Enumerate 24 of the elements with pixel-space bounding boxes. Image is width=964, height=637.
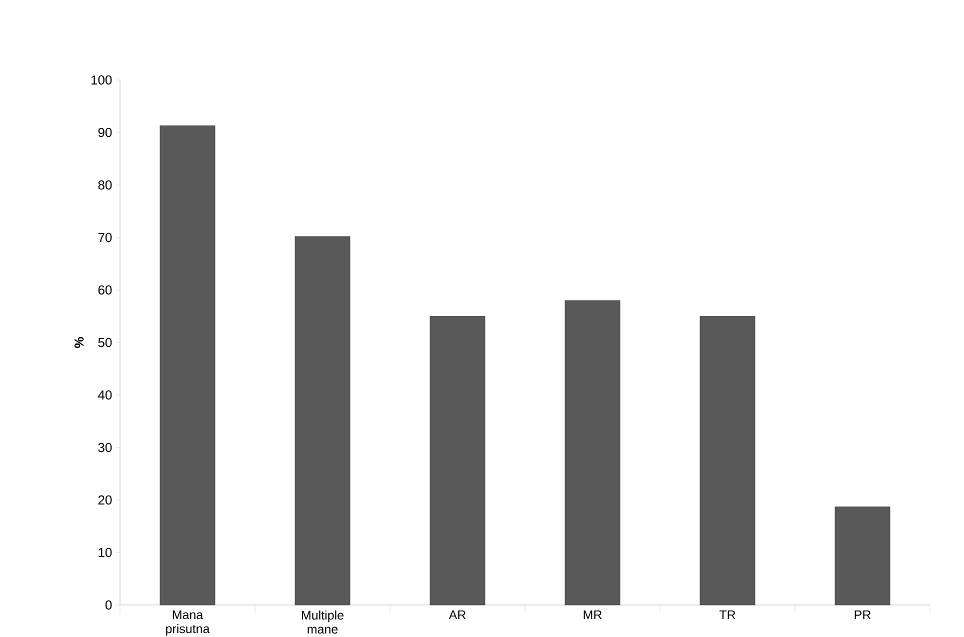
y-tick-label: 30 — [98, 442, 112, 452]
bar — [700, 316, 756, 606]
y-tick-label: 10 — [98, 548, 112, 558]
bar — [430, 316, 486, 606]
y-tick-label: 100 — [92, 75, 112, 85]
y-tick-label: 70 — [98, 232, 112, 242]
bar — [834, 506, 890, 606]
y-axis-title: % — [74, 337, 84, 348]
x-tick-label: Mana prisutna — [166, 610, 210, 636]
x-tick-label: TR — [719, 610, 736, 620]
x-tick-label: MR — [584, 610, 602, 620]
y-tick-label: 50 — [98, 338, 112, 348]
y-tick-label: 40 — [98, 390, 112, 400]
x-tick-label: Multiple mane — [302, 610, 344, 634]
y-tick-label: 80 — [98, 180, 112, 190]
y-tick-label: 60 — [98, 285, 112, 295]
bar — [294, 236, 350, 606]
y-tick-label: 0 — [105, 600, 112, 610]
y-tick-label: 20 — [98, 495, 112, 505]
y-tick-label: 90 — [98, 128, 112, 138]
x-tick-label: AR — [448, 610, 466, 620]
bar — [160, 125, 216, 606]
x-tick-label: PR — [854, 610, 871, 620]
bar — [564, 300, 620, 606]
